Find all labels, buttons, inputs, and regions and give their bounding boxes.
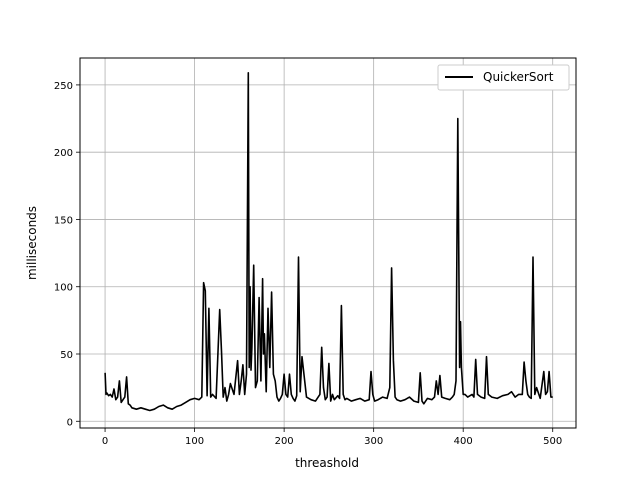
x-tick-label: 500 (543, 436, 562, 447)
x-tick-label: 100 (185, 436, 204, 447)
y-tick-label: 150 (54, 215, 73, 226)
grid-lines (80, 58, 576, 428)
y-tick-label: 250 (54, 81, 73, 92)
legend-label-quickersort: QuickerSort (483, 70, 554, 84)
x-tick-label: 400 (454, 436, 473, 447)
legend: QuickerSort (437, 64, 570, 91)
y-axis: 0 50 100 150 200 250 (54, 81, 80, 428)
plot-frame (79, 57, 577, 429)
x-axis-label: threashold (295, 456, 359, 470)
series-layer (104, 72, 553, 412)
series-line-quickersort (104, 72, 553, 412)
y-tick-label: 200 (54, 148, 73, 159)
y-tick-label: 100 (54, 283, 73, 294)
x-tick-label: 300 (364, 436, 383, 447)
x-tick-label: 200 (275, 436, 294, 447)
x-axis: 0 100 200 300 400 500 (102, 428, 562, 447)
legend-box (437, 64, 570, 91)
y-tick-label: 0 (67, 417, 73, 428)
y-tick-label: 50 (60, 350, 73, 361)
x-tick-label: 0 (102, 436, 108, 447)
y-axis-label: milliseconds (25, 206, 39, 280)
